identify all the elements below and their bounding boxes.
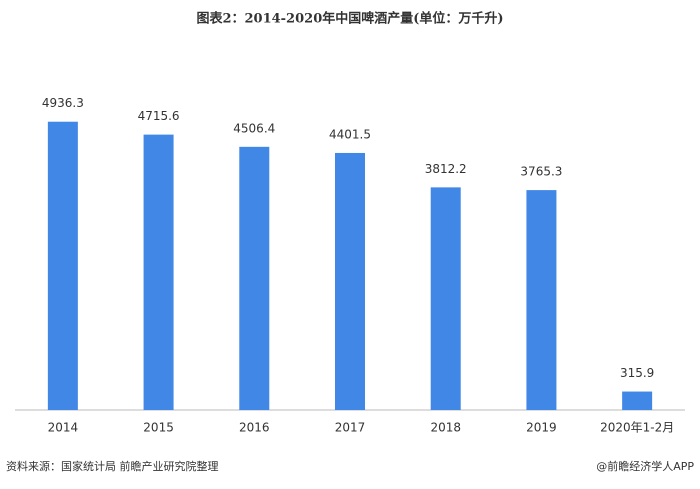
value-label: 315.9 [620,366,654,380]
chart-title: 图表2：2014-2020年中国啤酒产量(单位：万千升) [196,11,503,27]
value-label: 3812.2 [425,162,467,176]
x-tick-label: 2019 [526,421,557,435]
x-tick-label: 2018 [430,421,461,435]
value-label: 4936.3 [42,96,84,110]
bar [526,190,557,410]
bar [47,121,78,410]
bar [239,146,270,410]
value-label: 4715.6 [138,109,180,123]
x-tick-label: 2015 [143,421,174,435]
value-label: 4506.4 [233,121,275,135]
x-tick-label: 2020年1-2月 [600,421,674,435]
x-tick-label: 2014 [48,421,79,435]
x-tick-label: 2016 [239,421,270,435]
source: 资料来源：国家统计局 前瞻产业研究院整理 [6,459,219,473]
x-tick-label: 2017 [335,421,366,435]
bar [143,134,174,411]
value-label: 4401.5 [329,127,371,141]
bar [622,391,653,410]
value-label: 3765.3 [520,165,562,179]
bar [430,187,461,410]
bar [335,152,365,410]
credit: @前瞻经济学人APP [596,459,694,473]
